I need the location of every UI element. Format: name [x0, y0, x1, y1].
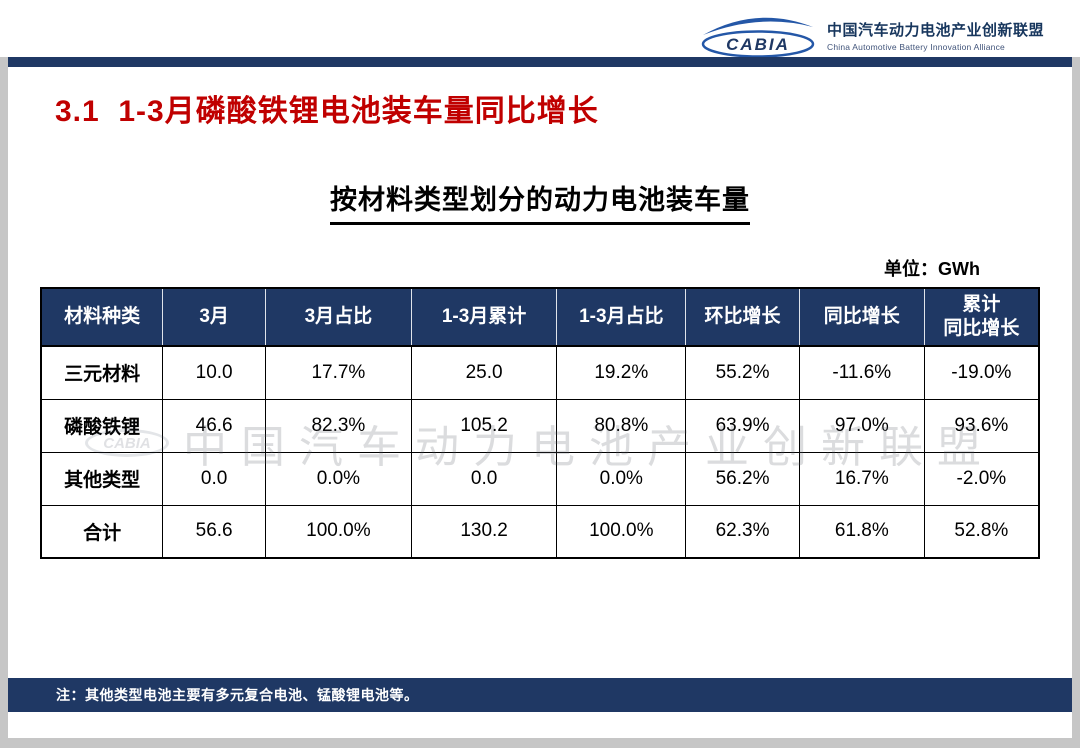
- table-cell: 93.6%: [923, 398, 1040, 453]
- subtitle-wrap: 按材料类型划分的动力电池装车量: [0, 178, 1080, 225]
- page-edge-left: [0, 57, 8, 748]
- table-cell: 三元材料: [40, 345, 164, 400]
- header-cell-yoy-growth: 同比增长: [798, 287, 925, 347]
- table-cell: 10.0: [162, 345, 267, 400]
- top-divider-bar: [8, 57, 1072, 67]
- page-edge-bottom: [0, 738, 1080, 748]
- header-cell-cumulative: 1-3月累计: [410, 287, 558, 347]
- org-name-en: China Automotive Battery Innovation Alli…: [826, 41, 1005, 52]
- table-cell: 46.6: [162, 398, 267, 453]
- table-cell: 105.2: [410, 398, 558, 453]
- table-cell: 0.0%: [265, 451, 412, 506]
- table-cell: 56.2%: [685, 451, 800, 506]
- table-cell: 100.0%: [556, 504, 687, 559]
- table-row-other: 其他类型 0.0 0.0% 0.0 0.0% 56.2% 16.7% -2.0%: [40, 451, 1040, 506]
- table-cell: 82.3%: [265, 398, 412, 453]
- table-row-lfp: 磷酸铁锂 46.6 82.3% 105.2 80.8% 63.9% 97.0% …: [40, 398, 1040, 453]
- header-cell-material: 材料种类: [40, 287, 164, 347]
- table-cell: 62.3%: [685, 504, 800, 559]
- table-cell: 80.8%: [556, 398, 687, 453]
- logo-ellipse: [701, 30, 815, 58]
- footer-note: 注：其他类型电池主要有多元复合电池、锰酸锂电池等。: [56, 687, 419, 703]
- table-cell: 130.2: [410, 504, 558, 559]
- table-cell: 0.0: [410, 451, 558, 506]
- brand-header: CABIA 中国汽车动力电池产业创新联盟 China Automotive Ba…: [699, 12, 1044, 58]
- header-cell-march-share: 3月占比: [265, 287, 412, 347]
- header-cell-cumulative-yoy: 累计 同比增长: [923, 287, 1040, 347]
- table-cell: -11.6%: [798, 345, 925, 400]
- table-cell: 61.8%: [798, 504, 925, 559]
- brand-text: 中国汽车动力电池产业创新联盟 China Automotive Battery …: [827, 19, 1044, 52]
- header-cell-cumulative-share: 1-3月占比: [556, 287, 687, 347]
- logo-wordmark: CABIA: [726, 35, 790, 54]
- page-edge-right: [1072, 57, 1080, 748]
- slide-title: 3.1 1-3月磷酸铁锂电池装车量同比增长: [55, 95, 599, 128]
- table-cell: 100.0%: [265, 504, 412, 559]
- table-cell: 52.8%: [923, 504, 1040, 559]
- table-cell: 0.0%: [556, 451, 687, 506]
- table-cell: 55.2%: [685, 345, 800, 400]
- slide-subtitle: 按材料类型划分的动力电池装车量: [330, 178, 750, 225]
- cabia-logo-icon: CABIA: [701, 17, 815, 58]
- header-cell-mom-growth: 环比增长: [685, 287, 800, 347]
- table-cell: 97.0%: [798, 398, 925, 453]
- table-cell: 63.9%: [685, 398, 800, 453]
- logo-swoosh: [702, 17, 813, 35]
- battery-installation-table: 材料种类 3月 3月占比 1-3月累计 1-3月占比 环比增长 同比增长 累计 …: [40, 287, 1040, 559]
- table-cell: -2.0%: [923, 451, 1040, 506]
- table-cell: 56.6: [162, 504, 267, 559]
- table-cell: 合计: [40, 504, 164, 559]
- header-cell-march: 3月: [162, 287, 267, 347]
- table-cell: 19.2%: [556, 345, 687, 400]
- table-cell: 磷酸铁锂: [40, 398, 164, 453]
- table-cell: 0.0: [162, 451, 267, 506]
- table-cell: 25.0: [410, 345, 558, 400]
- footer-bar: 注：其他类型电池主要有多元复合电池、锰酸锂电池等。: [8, 678, 1072, 712]
- table-cell: 其他类型: [40, 451, 164, 506]
- table-row-ternary: 三元材料 10.0 17.7% 25.0 19.2% 55.2% -11.6% …: [40, 345, 1040, 400]
- table-cell: 16.7%: [798, 451, 925, 506]
- org-name-cn: 中国汽车动力电池产业创新联盟: [826, 21, 1044, 39]
- unit-label: 单位：GWh: [884, 259, 980, 279]
- table-header-row: 材料种类 3月 3月占比 1-3月累计 1-3月占比 环比增长 同比增长 累计 …: [40, 287, 1040, 347]
- table-row-total: 合计 56.6 100.0% 130.2 100.0% 62.3% 61.8% …: [40, 504, 1040, 559]
- table-cell: -19.0%: [923, 345, 1040, 400]
- table-cell: 17.7%: [265, 345, 412, 400]
